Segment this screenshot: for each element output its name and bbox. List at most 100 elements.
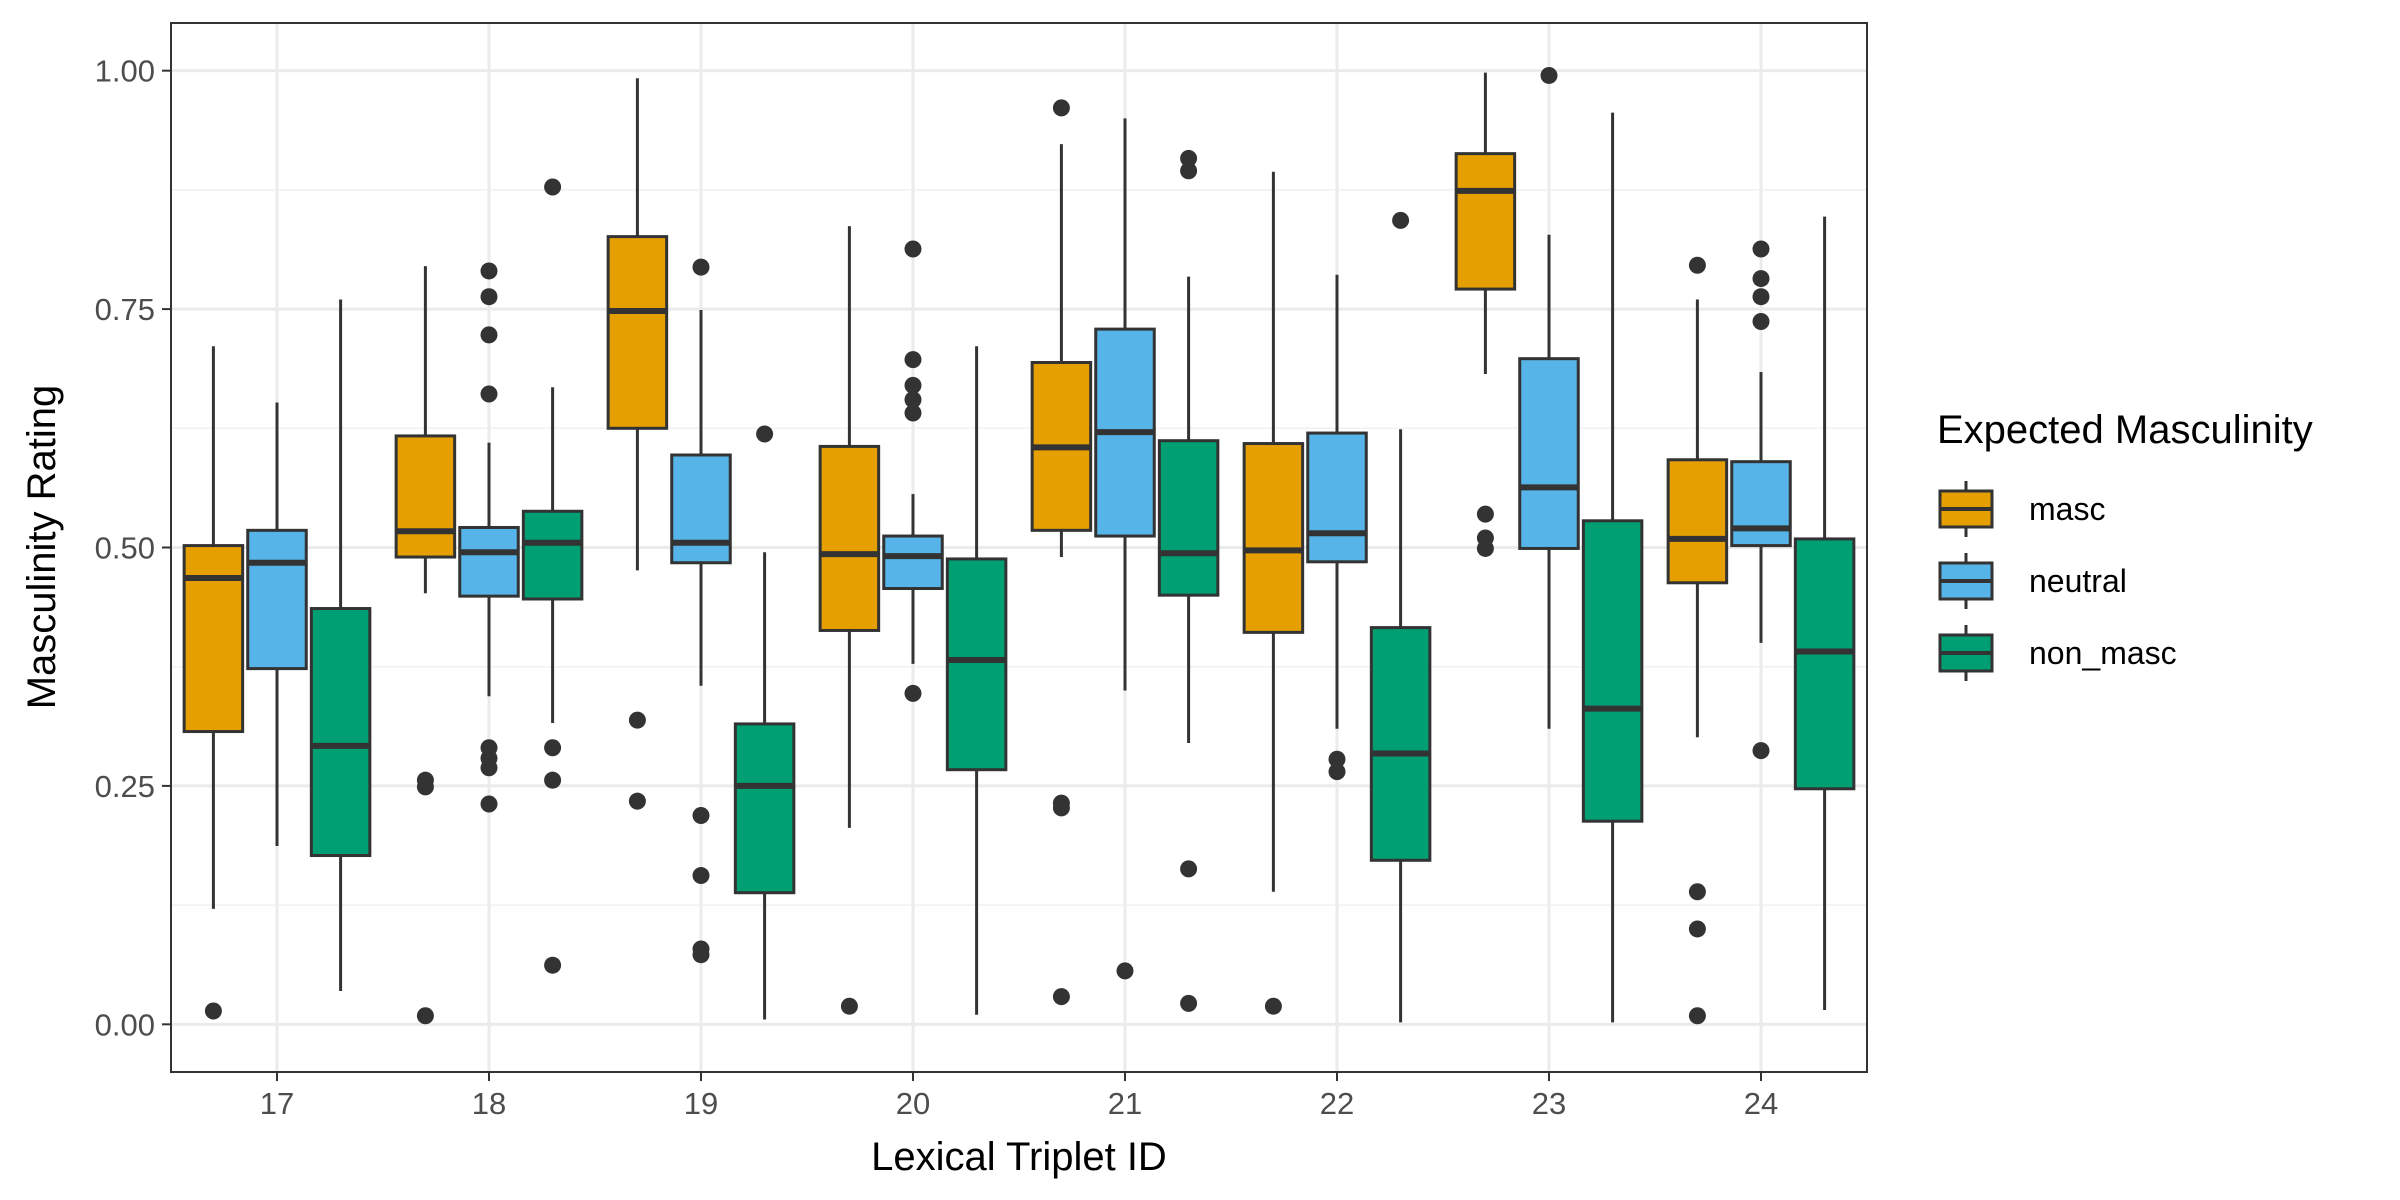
box-non_masc-22 (1369, 211, 1432, 1023)
outlier-point (1180, 860, 1198, 878)
box-neutral-19 (670, 258, 732, 964)
x-tick-label: 21 (1108, 1086, 1142, 1121)
box-iqr (1369, 626, 1432, 862)
box-neutral-23 (1518, 66, 1580, 729)
y-axis: 0.00 0.25 0.50 0.75 1.00 (95, 54, 171, 1042)
box-masc-22 (1242, 171, 1305, 1015)
outlier-point (1752, 288, 1770, 306)
outlier-point (692, 806, 710, 824)
outlier-point (544, 771, 562, 789)
box-iqr (606, 235, 669, 430)
box-iqr (1730, 460, 1792, 548)
outlier-point (1476, 529, 1494, 547)
x-axis-label: Lexical Triplet ID (871, 1135, 1167, 1179)
box-iqr (182, 544, 245, 734)
box-iqr (1666, 458, 1729, 585)
box-iqr (1518, 357, 1580, 550)
box-iqr (818, 444, 881, 632)
legend-item-non_masc: non_masc (1938, 625, 2177, 681)
outlier-point (692, 258, 710, 276)
box-iqr (1454, 152, 1517, 291)
outlier-point (628, 792, 646, 810)
box-iqr (309, 607, 372, 858)
box-non_masc-20 (945, 346, 1008, 1015)
outlier-point (1328, 750, 1346, 768)
outlier-point (904, 391, 922, 409)
outlier-point (544, 178, 562, 196)
box-iqr (1306, 431, 1368, 564)
outlier-point (628, 711, 646, 729)
outlier-point (1688, 883, 1706, 901)
y-axis-label: Masculinity Rating (20, 385, 64, 710)
outlier-point (1264, 997, 1282, 1015)
box-masc-23 (1454, 72, 1517, 557)
box-iqr (394, 434, 457, 559)
x-axis: 17 18 19 20 21 22 23 24 (260, 1072, 1778, 1121)
outlier-point (1328, 763, 1346, 781)
outlier-point (204, 1002, 222, 1020)
outlier-point (480, 326, 498, 344)
outlier-point (1052, 988, 1070, 1006)
outlier-point (416, 1007, 434, 1025)
box-masc-17 (182, 346, 245, 1020)
box-iqr (458, 525, 520, 598)
legend-label: masc (2029, 491, 2105, 527)
legend-item-neutral: neutral (1938, 553, 2127, 609)
box-masc-18 (394, 266, 457, 1025)
x-tick-label: 23 (1532, 1086, 1566, 1121)
grid-minor (171, 189, 1867, 906)
outlier-point (904, 404, 922, 422)
box-masc-24 (1666, 256, 1729, 1025)
legend-label: neutral (2029, 563, 2127, 599)
outlier-point (840, 997, 858, 1015)
box-non_masc-18 (521, 178, 584, 974)
legend-title: Expected Masculinity (1937, 408, 2313, 452)
outlier-point (416, 771, 434, 789)
x-tick-label: 24 (1744, 1086, 1778, 1121)
y-tick-label: 1.00 (95, 54, 155, 89)
x-tick-label: 17 (260, 1086, 294, 1121)
box-neutral-22 (1306, 274, 1368, 781)
box-iqr (945, 557, 1008, 772)
box-iqr (1242, 442, 1305, 634)
box-non_masc-19 (733, 425, 796, 1020)
outlier-point (1052, 99, 1070, 117)
outlier-point (1540, 66, 1558, 84)
box-masc-21 (1030, 99, 1093, 1006)
box-masc-19 (606, 78, 669, 810)
outlier-point (1476, 505, 1494, 523)
outlier-point (1392, 211, 1410, 229)
box-non_masc-17 (309, 299, 372, 991)
box-iqr (246, 528, 308, 671)
x-tick-label: 18 (472, 1086, 506, 1121)
outlier-point (544, 956, 562, 974)
outlier-point (480, 385, 498, 403)
outlier-point (1116, 962, 1134, 980)
outlier-point (904, 684, 922, 702)
box-non_masc-24 (1793, 216, 1856, 1011)
box-iqr (1793, 537, 1856, 791)
outlier-point (1052, 794, 1070, 812)
outlier-point (1752, 270, 1770, 288)
box-non_masc-23 (1581, 112, 1644, 1023)
y-tick-label: 0.75 (95, 292, 155, 327)
box-neutral-21 (1094, 118, 1156, 980)
legend: Expected Masculinity masc neutral non_masc (1937, 408, 2313, 681)
outlier-point (756, 425, 774, 443)
outlier-point (1752, 240, 1770, 258)
outlier-point (480, 262, 498, 280)
outlier-point (1688, 920, 1706, 938)
outlier-point (480, 288, 498, 306)
box-neutral-17 (246, 402, 308, 846)
y-tick-label: 0.00 (95, 1007, 155, 1042)
legend-item-masc: masc (1938, 481, 2105, 537)
outlier-point (692, 940, 710, 958)
outlier-point (1688, 256, 1706, 274)
outlier-point (1752, 742, 1770, 760)
x-tick-label: 19 (684, 1086, 718, 1121)
box-iqr (1581, 519, 1644, 823)
box-neutral-24 (1730, 240, 1792, 760)
outlier-point (904, 376, 922, 394)
outlier-point (1752, 312, 1770, 330)
